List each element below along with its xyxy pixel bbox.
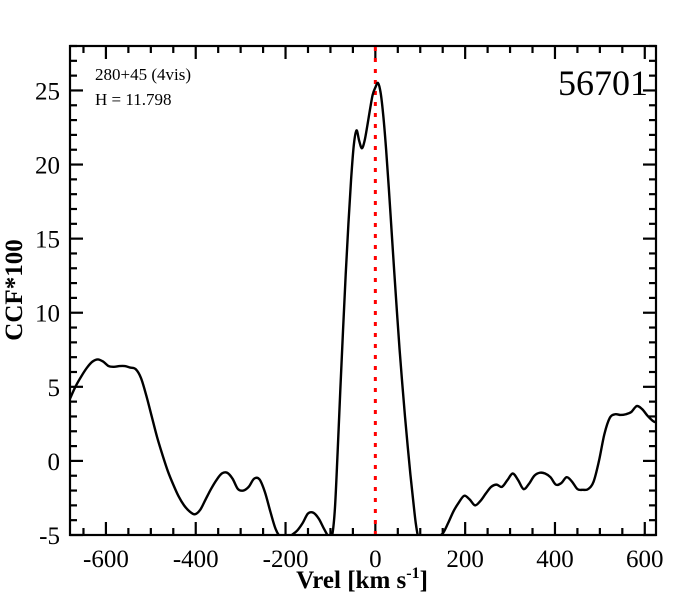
x-tick-label: -600 xyxy=(83,546,129,573)
y-tick-label: -5 xyxy=(39,523,60,550)
plot-title: 56701 xyxy=(558,63,648,103)
y-tick-label: 5 xyxy=(48,375,61,402)
x-tick-label: 400 xyxy=(536,546,574,573)
ccf-curve xyxy=(70,81,656,535)
x-axis-title: Vrel [km s-1] xyxy=(296,565,428,594)
x-tick-label: -400 xyxy=(173,546,219,573)
annotation-target-id: 280+45 (4vis) xyxy=(95,65,191,84)
y-tick-label: 10 xyxy=(35,301,60,328)
axes-frame: -600 -400 -200 0 200 400 600 -5 0 5 10 15 20 25 xyxy=(35,44,664,573)
x-tick-label: -200 xyxy=(263,546,309,573)
x-tick-label: 200 xyxy=(446,546,484,573)
annotation-h-magnitude: H = 11.798 xyxy=(95,90,171,109)
x-tick-label: 0 xyxy=(369,546,382,573)
ccf-series-line xyxy=(70,81,656,535)
x-tick-label: 600 xyxy=(626,546,664,573)
y-tick-label: 15 xyxy=(35,227,60,254)
y-tick-label: 25 xyxy=(35,78,60,105)
y-tick-label: 20 xyxy=(35,153,60,180)
y-axis-title: CCF*100 xyxy=(1,239,28,340)
y-tick-label: 0 xyxy=(48,449,61,476)
